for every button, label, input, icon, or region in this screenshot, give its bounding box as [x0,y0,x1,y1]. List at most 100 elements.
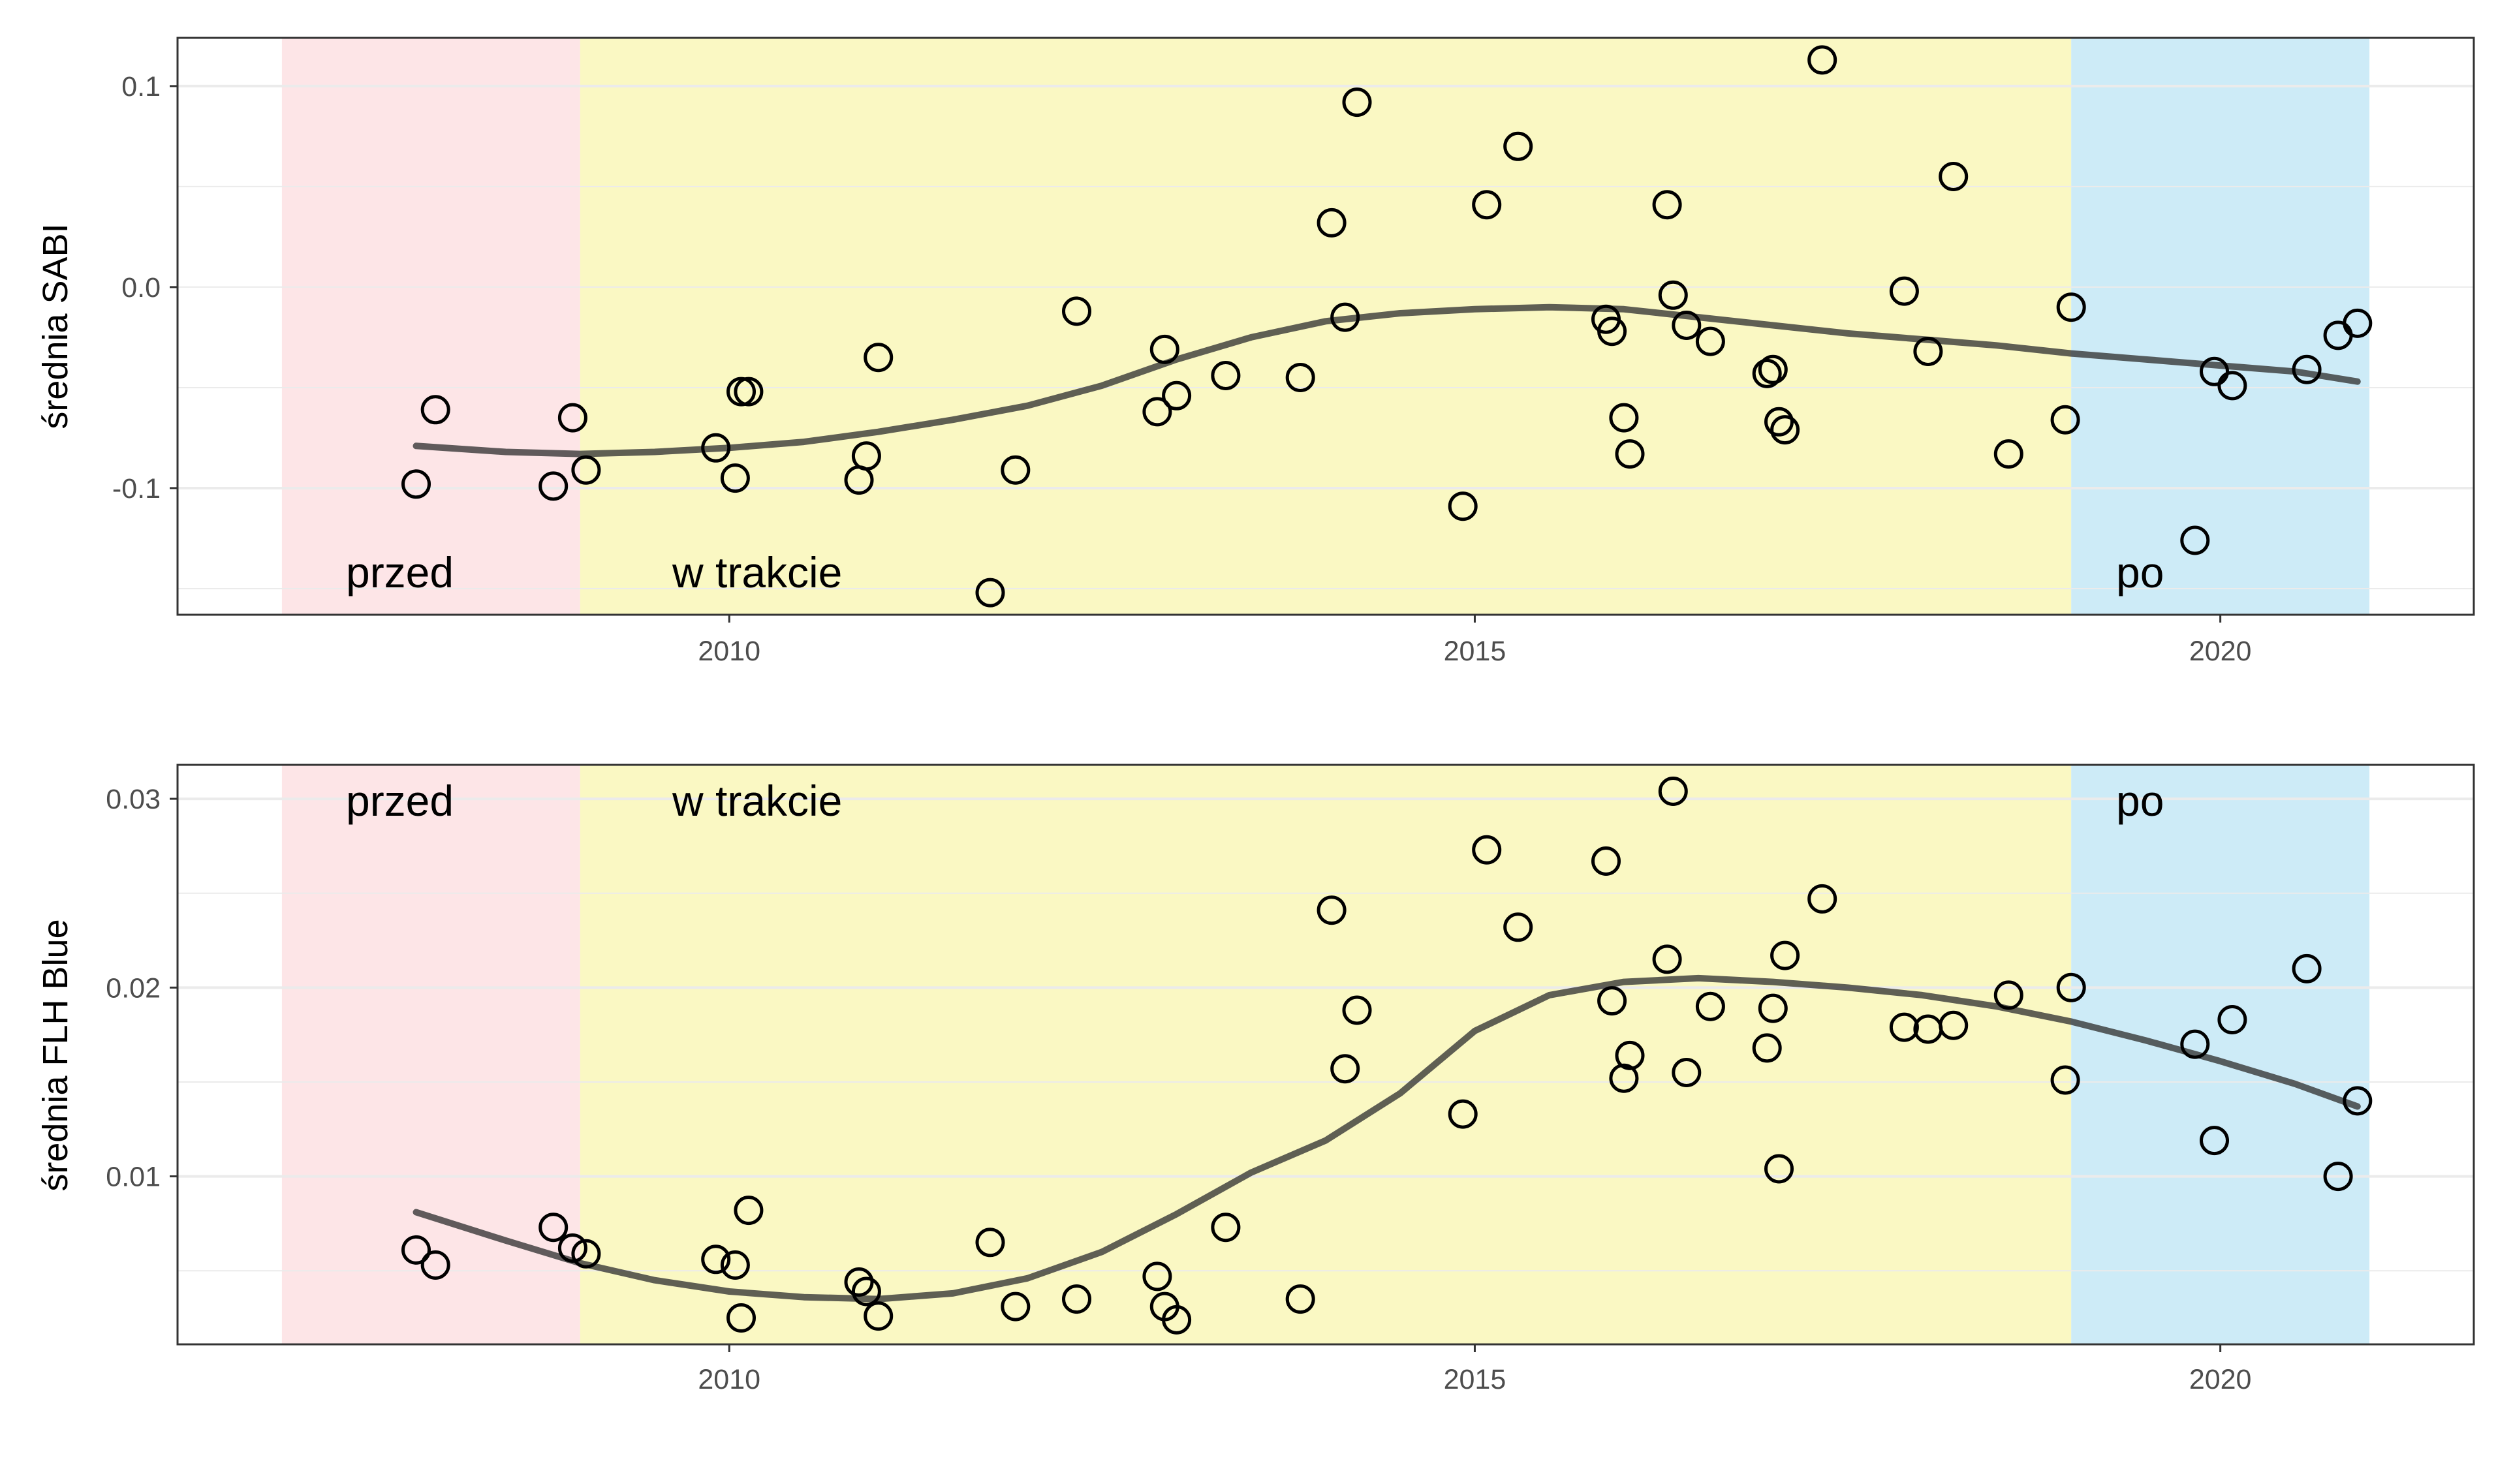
data-point [1317,208,1347,238]
data-points [401,777,2373,1335]
phase-bands [281,765,2370,1344]
data-point [1162,380,1192,410]
data-point [1889,1012,1919,1042]
data-point [557,403,587,433]
data-point [2292,354,2322,384]
data-point [1001,455,1031,485]
data-point [571,455,601,485]
data-point [2343,1086,2373,1116]
y-tick-label: 0.02 [106,972,161,1004]
data-point [401,1235,431,1265]
data-point [1342,87,1372,117]
data-point [1330,1054,1360,1084]
data-point [1672,311,1702,340]
data-point [1062,296,1091,326]
y-tick-label: 0.01 [106,1162,161,1193]
panel-sabi: przed w trakcie po 0.1 0.0 -0.1 2010 201… [36,37,2475,667]
data-point [1658,280,1688,310]
data-point [844,1267,874,1297]
panel-flh-blue: przed w trakcie po 0.03 0.02 0.01 2010 2… [36,764,2475,1395]
data-point [1770,940,1800,970]
data-point [1162,1305,1192,1335]
data-point [1211,361,1241,390]
data-point [571,1239,601,1269]
data-point [1001,1291,1031,1322]
data-point [1658,777,1688,806]
smooth-line-layer [413,974,2361,1303]
data-point [420,395,450,425]
data-point [1142,1261,1172,1291]
data-point [1503,912,1533,942]
data-point [1472,835,1502,865]
data-point [2056,972,2086,1002]
data-point [2050,1065,2080,1095]
data-point [1652,190,1682,220]
data-point [538,1213,569,1243]
data-point [975,1228,1005,1258]
data-point [1752,358,1782,388]
panel-border [176,764,2475,1346]
phase-band-w-trakcie [580,765,2072,1344]
x-tick-label: 2020 [2189,636,2252,667]
y-axis: 0.1 0.0 -0.1 [112,71,178,504]
grid-lines [178,84,2474,589]
phase-label-w-trakcie: w trakcie [672,777,842,825]
data-point [2056,292,2086,322]
data-point [1285,363,1315,392]
data-point [1807,45,1837,75]
data-point [1597,317,1627,347]
data-point [1330,302,1360,332]
y-tick-label: 0.0 [121,272,161,303]
x-tick-label: 2010 [698,636,760,667]
smooth-line-layer [413,303,2361,457]
data-point [1503,131,1533,161]
y-tick-label: 0.03 [106,784,161,815]
data-point [538,471,569,501]
x-tick-label: 2020 [2189,1364,2252,1395]
data-point [1597,986,1627,1016]
data-point [1472,190,1502,220]
data-point [1752,1033,1782,1063]
phase-band-po [2071,765,2370,1344]
data-point [1770,415,1800,445]
data-point [734,377,764,407]
data-point [851,1276,881,1306]
y-tick-label: 0.1 [121,71,161,102]
data-point [701,433,731,463]
data-point [1615,439,1645,469]
data-point [1939,162,1969,191]
data-point [734,1196,764,1226]
data-point [851,441,881,471]
phase-label-po: po [2116,777,2164,825]
data-point [1652,944,1682,974]
phase-label-przed: przed [346,777,454,825]
data-point [975,578,1005,608]
data-point [1448,1099,1478,1129]
panel-border [176,37,2475,616]
data-point [2343,308,2373,338]
phase-bands [281,38,2370,615]
data-point [1913,337,1943,366]
data-point [720,1250,750,1280]
data-point [1591,846,1621,876]
y-axis-title: średnia SABI [36,223,75,429]
x-axis: 2010 2015 2020 [698,1344,2251,1395]
x-tick-label: 2015 [1444,1364,1506,1395]
data-point [1758,993,1788,1023]
x-tick-label: 2015 [1444,636,1506,667]
data-point [1142,397,1172,427]
data-point [1342,995,1372,1025]
x-axis: 2010 2015 2020 [698,615,2251,667]
data-point [2323,1162,2353,1192]
phase-band-przed [281,765,580,1344]
data-point [1695,991,1725,1021]
x-tick-label: 2010 [698,1364,760,1395]
data-point [1615,1040,1645,1070]
data-point [1764,1154,1794,1184]
data-point [2200,356,2229,386]
phase-label-przed: przed [346,548,454,596]
data-point [1993,439,2023,469]
data-point [1764,407,1794,437]
grid-lines [178,797,2474,1272]
data-point [1889,276,1919,306]
